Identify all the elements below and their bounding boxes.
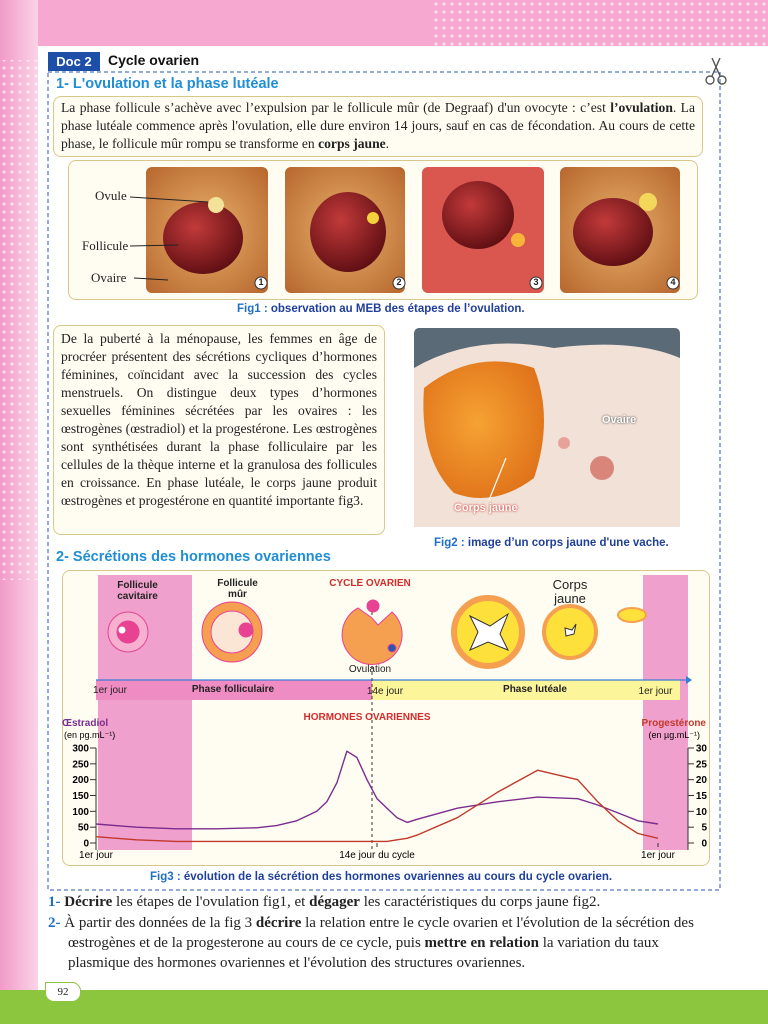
photo-number: 2 (396, 277, 402, 287)
caption-text: image d’un corps jaune d'une vache. (467, 537, 669, 549)
x-tick-label: 14e jour du cycle (339, 850, 415, 861)
caption-label: Fig3 : (150, 871, 181, 883)
page-number: 92 (45, 982, 81, 1002)
photo-number: 4 (670, 277, 676, 287)
caption: Fig3 : évolution de la sécrétion des hor… (150, 871, 612, 883)
question-number: 1- (48, 894, 61, 910)
caption-label: Fig1 : (237, 303, 268, 315)
text: mettre en relation (424, 935, 539, 951)
phase-label: Phase folliculaire (191, 684, 275, 695)
axis-title: Œstradiol (62, 718, 108, 729)
fig2-photo (414, 328, 680, 527)
y2-tick-label: 20 (696, 775, 708, 786)
text: les caractéristiques du corps jaune fig2… (359, 894, 601, 910)
axis-unit: (en µg.mL⁻¹) (649, 730, 700, 740)
text: dégager (309, 894, 360, 910)
chart-title: HORMONES OVARIENNES (303, 712, 430, 723)
text-box: La phase follicule s’achève avec l’expul… (53, 96, 703, 157)
phase-label: Phase lutéale (503, 684, 567, 695)
label: Ovule (95, 188, 127, 203)
text: les étapes de l'ovulation fig1, et (112, 894, 310, 910)
photo-number: 1 (258, 277, 264, 287)
question-number: 2- (48, 915, 61, 931)
text: la relation entre le cycle ovarien et l'… (68, 915, 694, 951)
text: À partir des données de la fig 3 (64, 915, 256, 931)
phase-label: 1er jour (93, 685, 127, 696)
x-tick-label: 1er jour (641, 850, 676, 861)
caption: Fig1 : observation au MEB des étapes de … (237, 303, 525, 315)
caption-label: Fig2 : (434, 537, 465, 549)
y2-tick-label: 25 (696, 759, 708, 770)
series-line (95, 769, 659, 843)
section-title: 1- L'ovulation et la phase lutéale (56, 76, 279, 92)
y2-tick-label: 0 (701, 839, 707, 850)
question: 1- Décrire les étapes de l'ovulation fig… (48, 892, 720, 912)
series-line (95, 750, 659, 830)
y-tick-label: 50 (78, 823, 90, 834)
photo-number: 3 (533, 277, 539, 287)
stage-label: Follicule cavitaire (117, 580, 158, 602)
ovulation-label: Ovulation (348, 664, 392, 675)
y-tick-label: 200 (72, 775, 89, 786)
text: . (385, 136, 390, 151)
y-tick-label: 300 (72, 744, 89, 755)
y2-tick-label: 5 (701, 823, 707, 834)
text: . La phase lutéale commence après l'ovul… (61, 100, 695, 151)
y2-tick-label: 30 (696, 744, 708, 755)
fig3-chart: HORMONES OVARIENNES Œstradiol(en pg.mL⁻¹)… (62, 575, 708, 861)
diagram-title: CYCLE OVARIEN (329, 578, 411, 589)
axis-title: Progestérone (642, 718, 707, 729)
caption: Fig2 : image d’un corps jaune d'une vach… (434, 537, 669, 549)
doc-badge: Doc 2 (48, 52, 100, 71)
text: Décrire (64, 894, 113, 910)
label: Follicule (82, 238, 129, 253)
label: Ovaire (602, 414, 637, 426)
label: Ovaire (91, 270, 127, 285)
stage-label: Corps jaune (552, 577, 588, 606)
text-box: De la puberté à la ménopause, les femmes… (53, 325, 385, 535)
text: La phase follicule s’achève avec l’expul… (61, 100, 611, 115)
y2-tick-label: 10 (696, 807, 708, 818)
text: décrire (255, 915, 302, 931)
fig1-photos (129, 167, 680, 293)
x-tick-label: 1er jour (79, 850, 114, 861)
y-tick-label: 0 (83, 839, 89, 850)
y2-tick-label: 15 (696, 791, 708, 802)
y-tick-label: 150 (72, 791, 89, 802)
y-tick-label: 100 (72, 807, 89, 818)
section-title: 2- Sécrétions des hormones ovariennes (56, 549, 331, 565)
axis-unit: (en pg.mL⁻¹) (64, 730, 115, 740)
text: l’ovulation (610, 100, 673, 115)
caption-text: observation au MEB des étapes de l’ovula… (270, 303, 525, 315)
stage-label: Follicule mûr (217, 578, 258, 600)
caption-text: évolution de la sécrétion des hormones o… (183, 871, 613, 883)
question: 2- À partir des données de la fig 3 décr… (48, 913, 720, 973)
y-tick-label: 250 (72, 759, 89, 770)
phase-label: 1er jour (638, 686, 673, 697)
label: Corps jaune (454, 502, 518, 514)
text: corps jaune (318, 136, 386, 151)
text: la variation du taux plasmique des hormo… (68, 935, 659, 971)
doc-title: Cycle ovarien (108, 52, 200, 68)
phase-label: 14e jour (366, 686, 404, 697)
